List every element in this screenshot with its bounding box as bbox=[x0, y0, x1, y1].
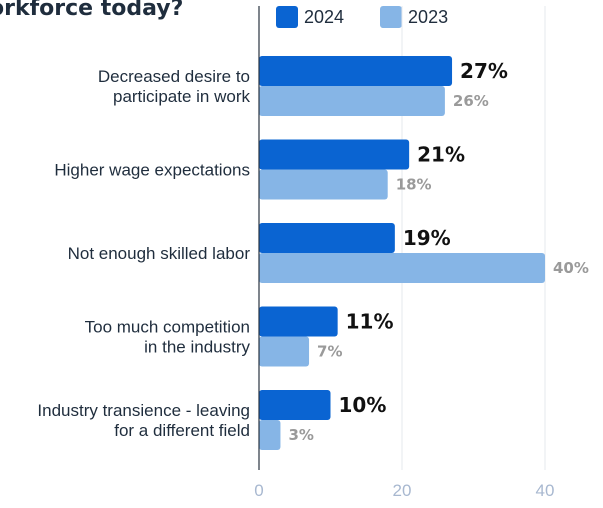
value-label-2024-2: 19% bbox=[403, 226, 451, 250]
value-label-2024-0: 27% bbox=[460, 59, 508, 83]
bar-2024-1 bbox=[259, 139, 410, 170]
x-tick-label-1: 20 bbox=[393, 481, 412, 500]
category-label-4: Industry transience - leaving for a diffe… bbox=[37, 401, 250, 440]
legend-item-2023: 2023 bbox=[380, 6, 448, 28]
bar-2024-3 bbox=[259, 306, 338, 337]
category-label-0: Decreased desire to participate in work bbox=[98, 67, 251, 106]
bar-2023-0 bbox=[259, 86, 445, 116]
bar-2024-0 bbox=[259, 56, 453, 86]
legend-item-2024: 2024 bbox=[276, 6, 344, 28]
value-label-2024-1: 21% bbox=[417, 143, 465, 167]
value-label-2023-0: 26% bbox=[453, 92, 489, 110]
bar-2023-3 bbox=[259, 336, 310, 367]
category-label-3: Too much competition in the industry bbox=[85, 317, 251, 356]
bar-2023-4 bbox=[259, 420, 281, 450]
value-label-2023-2: 40% bbox=[553, 259, 589, 277]
value-label-2023-1: 18% bbox=[396, 176, 432, 194]
x-tick-label-0: 0 bbox=[254, 481, 263, 500]
x-tick-label-2: 40 bbox=[536, 481, 555, 500]
bar-2023-1 bbox=[259, 169, 388, 200]
category-label-2: Not enough skilled labor bbox=[68, 244, 251, 263]
legend-label-2024: 2024 bbox=[304, 6, 345, 27]
value-label-2024-4: 10% bbox=[339, 393, 387, 417]
legend: 2024 2023 bbox=[276, 6, 484, 28]
value-label-2024-3: 11% bbox=[346, 310, 394, 334]
value-label-2023-4: 3% bbox=[288, 426, 313, 444]
value-label-2023-3: 7% bbox=[317, 343, 342, 361]
bar-2024-4 bbox=[259, 390, 331, 420]
bar-2023-2 bbox=[259, 253, 545, 283]
category-label-1: Higher wage expectations bbox=[54, 160, 250, 179]
chart-title: orkforce today? bbox=[0, 0, 184, 21]
legend-swatch-2024 bbox=[276, 6, 298, 28]
legend-label-2023: 2023 bbox=[408, 6, 449, 27]
bar-2024-2 bbox=[259, 223, 395, 253]
legend-swatch-2023 bbox=[380, 6, 403, 28]
